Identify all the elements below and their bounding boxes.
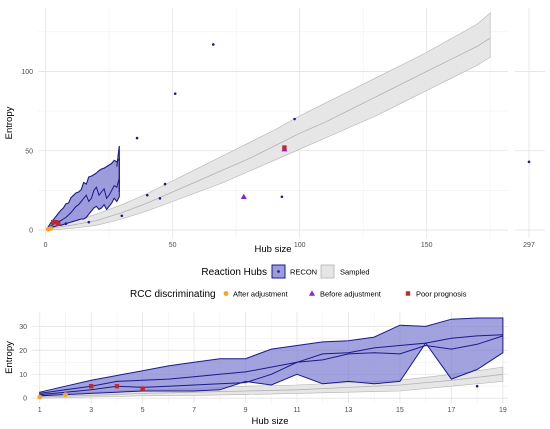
x-tick-label: 3 — [89, 407, 93, 414]
legend-key-poor — [405, 291, 411, 296]
rcc-point — [240, 193, 247, 199]
legend-item-sampled: Sampled — [340, 268, 370, 277]
recon-median-line — [47, 177, 120, 229]
recon-point — [120, 214, 124, 218]
rcc-point — [56, 221, 61, 226]
x-tick-label: 50 — [169, 242, 177, 249]
sampled-median-line — [48, 37, 491, 229]
x-tick-label: 15 — [396, 407, 404, 414]
legend-title-rcc: RCC discriminating — [130, 289, 216, 300]
legend-item-before-adjustment: Before adjustment — [320, 290, 382, 299]
y-tick-label: 0 — [23, 396, 27, 403]
x-tick-label: 13 — [345, 407, 353, 414]
x-tick-label: 100 — [294, 242, 306, 249]
rcc-point — [53, 219, 58, 225]
recon-point — [163, 182, 167, 186]
rcc-point — [140, 386, 145, 391]
legend-item-poor-prognosis: Poor prognosis — [416, 290, 467, 299]
recon-point — [475, 384, 479, 388]
y-tick-label: 100 — [21, 69, 33, 76]
recon-point — [158, 197, 162, 200]
x-tick-label: 9 — [244, 407, 248, 414]
top-panel: 0 50 100 0 50 100 150 297 Hub size Entropy — [4, 8, 545, 255]
rcc-point — [37, 394, 43, 400]
recon-line-upper-mid — [39, 334, 503, 394]
recon-point — [135, 136, 139, 140]
rcc-point — [282, 145, 287, 150]
y-axis-title: Entropy — [4, 341, 15, 374]
legend-key-after — [223, 291, 229, 296]
legend-item-after-adjustment: After adjustment — [233, 290, 289, 299]
recon-point — [293, 117, 296, 121]
recon-point — [64, 222, 68, 226]
y-tick-label: 10 — [19, 372, 27, 379]
rcc-point — [63, 392, 68, 398]
legend-title-reaction-hubs: Reaction Hubs — [201, 267, 267, 278]
legend-key-sampled — [320, 264, 335, 279]
x-tick-label: 19 — [499, 407, 507, 414]
x-tick-label: 7 — [192, 407, 196, 414]
x-axis-title: Hub size — [255, 244, 292, 255]
legend: Reaction Hubs RECON Sampled RCC discrimi… — [130, 264, 467, 300]
recon-point — [280, 195, 284, 199]
legend-key-before — [309, 290, 315, 296]
x-tick-label: 150 — [421, 242, 433, 249]
recon-point — [211, 43, 215, 46]
legend-item-recon: RECON — [290, 268, 317, 277]
y-tick-label: 50 — [25, 148, 33, 155]
x-tick-label-outlier: 297 — [523, 242, 535, 249]
y-tick-label: 20 — [19, 348, 27, 355]
x-tick-label: 17 — [447, 407, 455, 414]
x-tick-label: 5 — [141, 407, 145, 414]
x-axis-title: Hub size — [252, 416, 289, 427]
rcc-point — [48, 226, 54, 231]
x-tick-label: 11 — [293, 407, 300, 414]
sampled-band — [47, 12, 491, 231]
recon-point — [173, 92, 177, 95]
recon-band — [47, 157, 120, 230]
x-tick-label: 0 — [44, 242, 48, 249]
y-tick-label: 30 — [19, 324, 27, 331]
y-tick-label: 0 — [29, 228, 33, 235]
recon-spike-line — [116, 145, 120, 192]
recon-point — [87, 220, 91, 224]
legend-key-recon-dot — [277, 270, 280, 273]
sampled-median-line — [39, 373, 503, 398]
recon-point — [145, 193, 149, 197]
rcc-point — [114, 384, 120, 389]
rcc-point — [51, 219, 56, 225]
x-tick-label: 1 — [38, 407, 42, 414]
recon-point-outlier — [527, 160, 531, 164]
y-axis-title: Entropy — [4, 106, 15, 139]
recon-band — [39, 317, 504, 397]
rcc-point — [88, 384, 94, 389]
